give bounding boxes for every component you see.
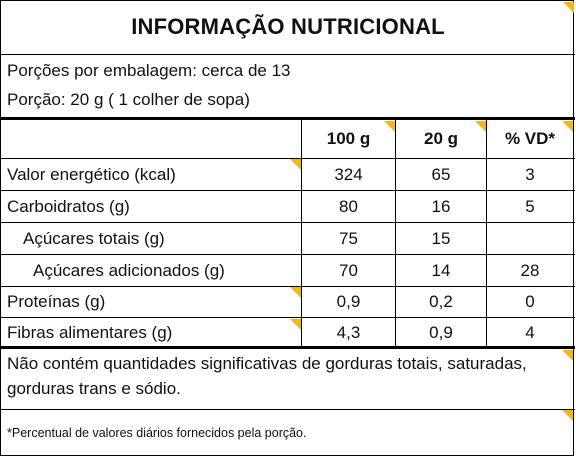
energy-20g: 65	[431, 164, 451, 184]
row-divider	[1, 254, 575, 255]
accent-corner	[563, 2, 574, 13]
column-header-vd: % VD*	[504, 129, 556, 148]
column-divider	[301, 120, 302, 346]
table-title: INFORMAÇÃO NUTRICIONAL	[131, 14, 445, 39]
protein-100g: 0,9	[336, 292, 361, 311]
row-divider	[1, 158, 575, 159]
total-sugars-vd	[487, 223, 573, 254]
column-header-20g: 20 g	[423, 129, 459, 148]
insignificant-nutrients-note: Não contém quantidades significativas de…	[7, 354, 527, 398]
divider	[1, 409, 575, 410]
footnote: *Percentual de valores diários fornecido…	[7, 426, 307, 440]
row-label-fiber: Fibras alimentares (g)	[7, 323, 173, 342]
row-label-energy: Valor energético (kcal)	[7, 164, 176, 184]
energy-100g: 324	[334, 164, 363, 184]
row-divider	[1, 286, 575, 287]
row-label-carbs: Carboidratos (g)	[7, 196, 130, 216]
thick-divider	[1, 346, 575, 349]
row-label-added-sugars: Açúcares adicionados (g)	[33, 260, 225, 280]
carbs-vd: 5	[525, 196, 535, 216]
fiber-100g: 4,3	[336, 323, 361, 342]
accent-corner	[475, 121, 486, 132]
added-sugars-100g: 70	[339, 260, 358, 280]
accent-corner	[562, 350, 573, 361]
added-sugars-vd: 28	[520, 260, 540, 280]
row-divider	[1, 317, 575, 318]
added-sugars-20g: 14	[431, 260, 451, 280]
accent-corner	[562, 410, 573, 421]
column-divider	[486, 120, 487, 346]
row-label-protein: Proteínas (g)	[7, 292, 106, 311]
divider	[1, 54, 575, 55]
total-sugars-100g: 75	[339, 228, 358, 248]
column-divider	[395, 120, 396, 346]
column-header-100g: 100 g	[326, 129, 371, 148]
accent-corner	[562, 121, 573, 132]
total-sugars-20g: 15	[431, 228, 451, 248]
protein-20g: 0,2	[429, 292, 453, 311]
fiber-vd: 4	[525, 323, 535, 342]
row-divider	[1, 190, 575, 191]
carbs-100g: 80	[339, 196, 358, 216]
row-label-total-sugars: Açúcares totais (g)	[23, 228, 165, 248]
fiber-20g: 0,9	[429, 323, 453, 342]
accent-corner	[290, 287, 301, 298]
accent-corner	[290, 319, 301, 330]
energy-vd: 3	[525, 164, 535, 184]
carbs-20g: 16	[431, 196, 451, 216]
thick-divider	[1, 117, 575, 120]
accent-corner	[290, 159, 301, 170]
row-divider	[1, 222, 575, 223]
accent-corner	[384, 121, 395, 132]
servings-per-package: Porções por embalagem: cerca de 13	[7, 61, 291, 80]
protein-vd: 0	[525, 292, 535, 311]
serving-size: Porção: 20 g ( 1 colher de sopa)	[7, 90, 250, 109]
